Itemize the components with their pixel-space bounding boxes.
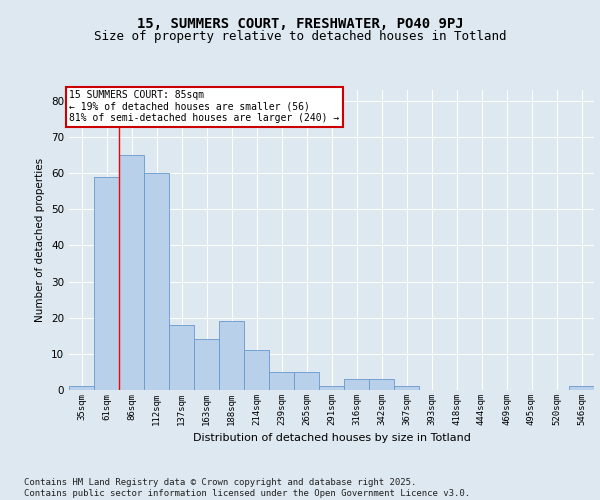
X-axis label: Distribution of detached houses by size in Totland: Distribution of detached houses by size … (193, 434, 470, 444)
Bar (344, 379, 369, 390)
Bar (269, 372, 294, 390)
Bar (69, 386, 94, 390)
Bar (169, 325, 194, 390)
Text: 15, SUMMERS COURT, FRESHWATER, PO40 9PJ: 15, SUMMERS COURT, FRESHWATER, PO40 9PJ (137, 18, 463, 32)
Bar (244, 350, 269, 390)
Bar (144, 173, 169, 390)
Bar (119, 155, 144, 390)
Bar (569, 386, 594, 390)
Bar (369, 379, 394, 390)
Y-axis label: Number of detached properties: Number of detached properties (35, 158, 46, 322)
Bar (219, 322, 244, 390)
Text: Contains HM Land Registry data © Crown copyright and database right 2025.
Contai: Contains HM Land Registry data © Crown c… (24, 478, 470, 498)
Bar (294, 372, 319, 390)
Text: 15 SUMMERS COURT: 85sqm
← 19% of detached houses are smaller (56)
81% of semi-de: 15 SUMMERS COURT: 85sqm ← 19% of detache… (69, 90, 339, 123)
Text: Size of property relative to detached houses in Totland: Size of property relative to detached ho… (94, 30, 506, 43)
Bar (319, 386, 344, 390)
Bar (94, 176, 119, 390)
Bar (194, 340, 219, 390)
Bar (394, 386, 419, 390)
